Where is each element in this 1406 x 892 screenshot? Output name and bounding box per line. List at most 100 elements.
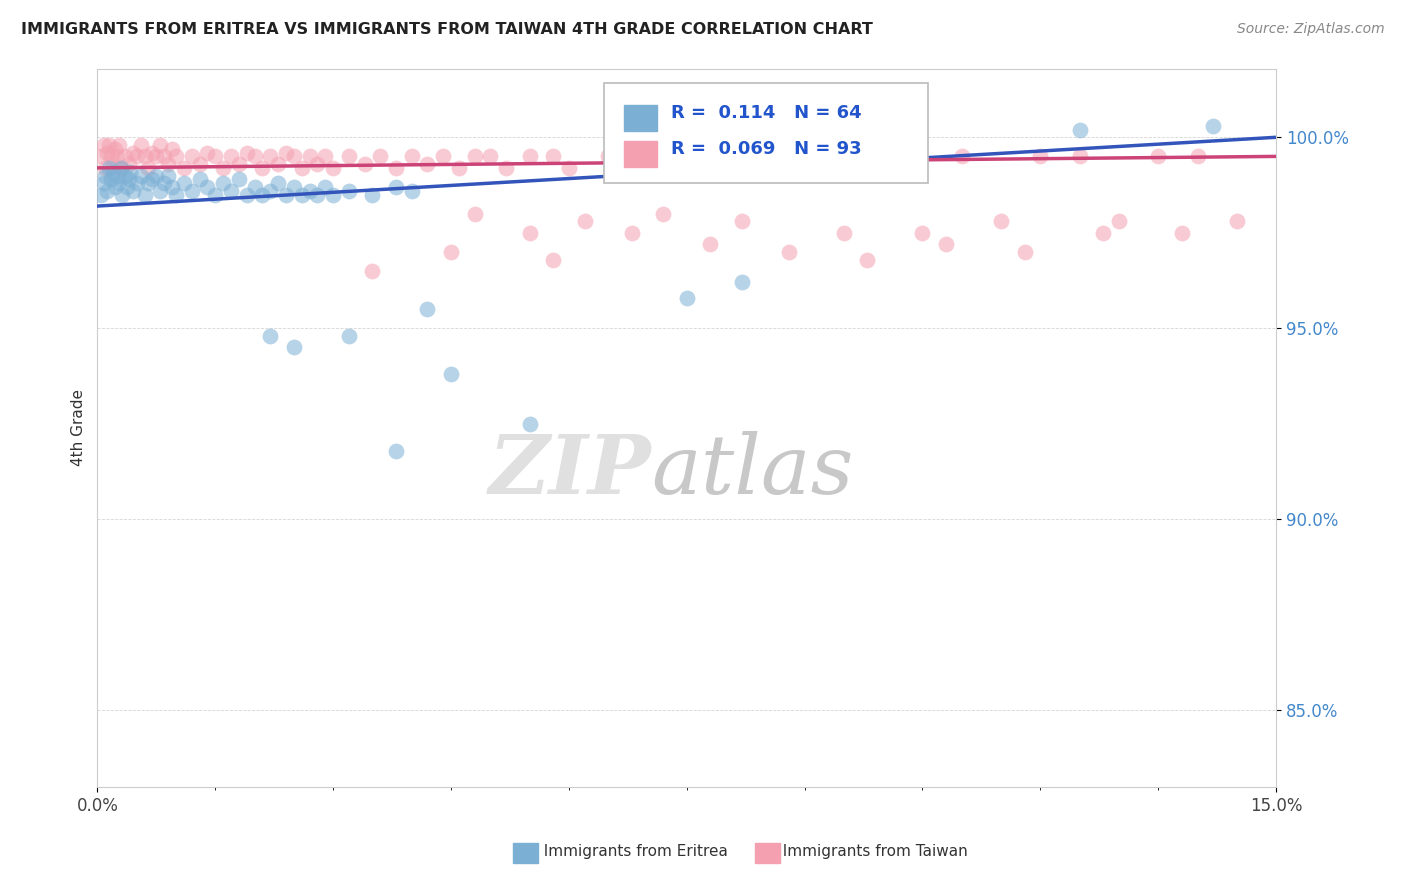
Point [1147, 149, 1170, 163]
Text: R =  0.114   N = 64: R = 0.114 N = 64 [672, 104, 862, 122]
Point [141, 172, 163, 186]
Point [832, 226, 855, 240]
Point [180, 149, 202, 163]
Point [856, 252, 879, 267]
Point [100, 172, 122, 186]
Point [699, 237, 721, 252]
Point [574, 214, 596, 228]
Point [291, 161, 314, 175]
Text: R =  0.069   N = 93: R = 0.069 N = 93 [672, 140, 862, 158]
Point [90, 187, 112, 202]
Point [120, 164, 142, 178]
Point [94, 169, 117, 183]
Point [337, 149, 360, 163]
Point [204, 149, 226, 163]
Point [145, 149, 167, 163]
Point [96, 184, 118, 198]
Point [1226, 214, 1249, 228]
Point [519, 417, 541, 431]
Point [464, 149, 486, 163]
Point [110, 161, 132, 175]
Point [337, 329, 360, 343]
Point [111, 187, 134, 202]
Point [228, 157, 250, 171]
Point [401, 149, 423, 163]
Point [283, 149, 305, 163]
Point [96, 145, 118, 160]
Point [153, 149, 176, 163]
Point [195, 145, 218, 160]
Point [440, 244, 463, 259]
Point [100, 149, 122, 163]
Point [368, 149, 391, 163]
FancyBboxPatch shape [624, 141, 657, 167]
Point [1014, 244, 1036, 259]
Point [160, 142, 183, 156]
Point [219, 149, 242, 163]
Point [307, 157, 329, 171]
Point [652, 207, 675, 221]
Point [243, 180, 266, 194]
Text: Immigrants from Eritrea: Immigrants from Eritrea [534, 845, 728, 859]
Point [416, 302, 439, 317]
Point [267, 176, 290, 190]
Point [274, 187, 297, 202]
Point [558, 161, 581, 175]
Point [114, 169, 136, 183]
Point [519, 226, 541, 240]
Point [714, 149, 737, 163]
Point [108, 176, 131, 190]
Point [235, 187, 257, 202]
Point [212, 176, 235, 190]
Point [1092, 226, 1115, 240]
Point [731, 214, 754, 228]
Point [134, 187, 156, 202]
FancyBboxPatch shape [605, 83, 928, 184]
Point [385, 180, 408, 194]
Y-axis label: 4th Grade: 4th Grade [72, 389, 86, 467]
Point [110, 161, 132, 175]
Point [1069, 122, 1091, 136]
Point [307, 187, 329, 202]
Point [1069, 149, 1091, 163]
Point [188, 157, 211, 171]
Point [114, 149, 136, 163]
Text: IMMIGRANTS FROM ERITREA VS IMMIGRANTS FROM TAIWAN 4TH GRADE CORRELATION CHART: IMMIGRANTS FROM ERITREA VS IMMIGRANTS FR… [21, 22, 873, 37]
Point [115, 180, 138, 194]
Point [160, 180, 183, 194]
Point [98, 161, 121, 175]
Point [778, 244, 800, 259]
Point [675, 291, 697, 305]
Point [1187, 149, 1209, 163]
Point [118, 172, 141, 186]
Point [416, 157, 439, 171]
Point [165, 187, 187, 202]
Point [153, 176, 176, 190]
Point [212, 161, 235, 175]
Point [173, 161, 195, 175]
Point [1202, 119, 1225, 133]
Point [361, 187, 384, 202]
Point [105, 149, 128, 163]
Point [141, 145, 163, 160]
Point [157, 169, 180, 183]
Point [90, 149, 112, 163]
Point [353, 157, 375, 171]
Point [440, 367, 463, 381]
FancyBboxPatch shape [624, 105, 657, 131]
Point [93, 137, 115, 152]
Point [93, 176, 115, 190]
Point [252, 161, 274, 175]
Point [432, 149, 454, 163]
Point [337, 184, 360, 198]
Point [385, 443, 408, 458]
Point [219, 184, 242, 198]
Point [731, 276, 754, 290]
Point [94, 161, 117, 175]
Point [283, 341, 305, 355]
Point [464, 207, 486, 221]
Point [274, 145, 297, 160]
Point [495, 161, 517, 175]
Point [180, 184, 202, 198]
Point [173, 176, 195, 190]
